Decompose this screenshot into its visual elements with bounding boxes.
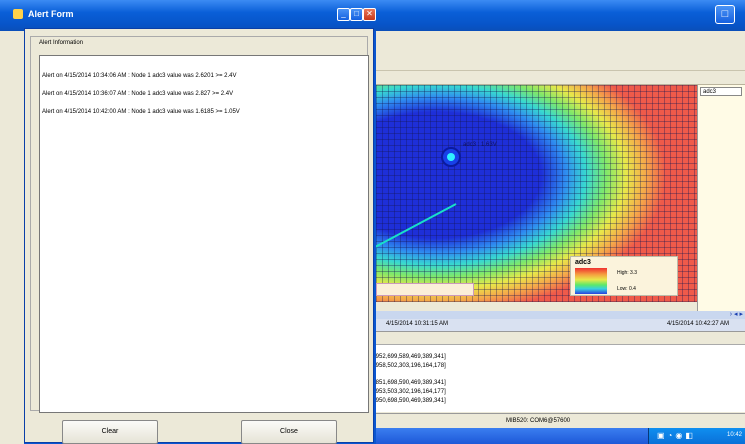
data-line: ,958,502,303,196,164,178]	[374, 363, 446, 369]
alert-entry[interactable]: Alert on 4/15/2014 10:36:07 AM : Node 1 …	[42, 91, 234, 97]
alert-entry[interactable]: Alert on 4/15/2014 10:34:06 AM : Node 1 …	[42, 73, 237, 79]
view-strip	[376, 71, 745, 85]
legend-title: adc3	[575, 259, 591, 266]
tray-clock: 10:42	[726, 432, 742, 438]
alert-form-title: Alert Form	[28, 9, 74, 19]
alert-form-titlebar[interactable]: Alert Form _ □ ✕	[0, 0, 376, 31]
data-line: ,851,698,590,469,389,341]	[374, 380, 446, 386]
color-legend: adc3 High: 3.3 Low: 0.4	[570, 256, 678, 296]
legend-gradient	[575, 268, 607, 294]
alert-form-body: Alert Information Alert on 4/15/2014 10:…	[24, 28, 374, 444]
timeline-nav-icon[interactable]: › ◂ ▸	[729, 311, 743, 318]
close-button[interactable]: Close	[241, 420, 337, 444]
alert-entry[interactable]: Alert on 4/15/2014 10:42:00 AM : Node 1 …	[42, 109, 240, 115]
minimize-icon[interactable]: _	[337, 8, 350, 21]
clear-button[interactable]: Clear	[62, 420, 158, 444]
data-line: ,952,699,589,469,389,341]	[374, 354, 446, 360]
map-info-box	[376, 283, 474, 296]
alert-form-side	[0, 31, 24, 444]
timeline-start: 4/15/2014 10:31:15 AM	[386, 321, 449, 327]
legend-low-value: Low: 0.4	[617, 286, 636, 292]
status-bar: MIB520: COM6@57600	[376, 413, 745, 428]
maximize-icon[interactable]: □	[350, 8, 363, 21]
data-line: ,950,698,590,469,389,341]	[374, 398, 446, 404]
heat-map[interactable]: adc3 : 1.63V	[376, 85, 697, 302]
port-status: MIB520: COM6@57600	[506, 418, 571, 424]
group-label: Alert Information	[37, 40, 86, 46]
timeline-scrollbar[interactable]: › ◂ ▸	[376, 311, 745, 319]
app-icon	[13, 9, 23, 19]
node-value-label: adc3 : 1.63V	[463, 142, 497, 148]
legend-high-value: High: 3.3	[617, 270, 638, 276]
data-log[interactable]: ,952,699,589,469,389,341] ,958,502,303,1…	[374, 344, 745, 412]
maximize-button[interactable]: □	[715, 5, 735, 24]
right-panel-header[interactable]: adc3	[700, 87, 742, 96]
alert-information-group: Alert Information Alert on 4/15/2014 10:…	[30, 36, 369, 413]
right-panel: adc3	[697, 85, 745, 311]
sensor-node-marker[interactable]	[441, 147, 461, 167]
timeline-end: 4/15/2014 10:42:27 AM	[666, 321, 729, 327]
system-tray: ▣◔◉◧ 10:42	[648, 428, 745, 444]
tray-icons[interactable]: ▣◔◉◧	[657, 431, 696, 440]
timeline-bar: 4/15/2014 10:31:15 AM 4/15/2014 10:42:27…	[376, 319, 745, 332]
data-line: ,953,503,302,196,164,177]	[374, 389, 446, 395]
close-icon[interactable]: ✕	[363, 8, 376, 21]
alert-list[interactable]: Alert on 4/15/2014 10:34:06 AM : Node 1 …	[39, 55, 369, 413]
alert-form-window: Alert Form _ □ ✕ Alert Information Alert…	[0, 0, 376, 444]
